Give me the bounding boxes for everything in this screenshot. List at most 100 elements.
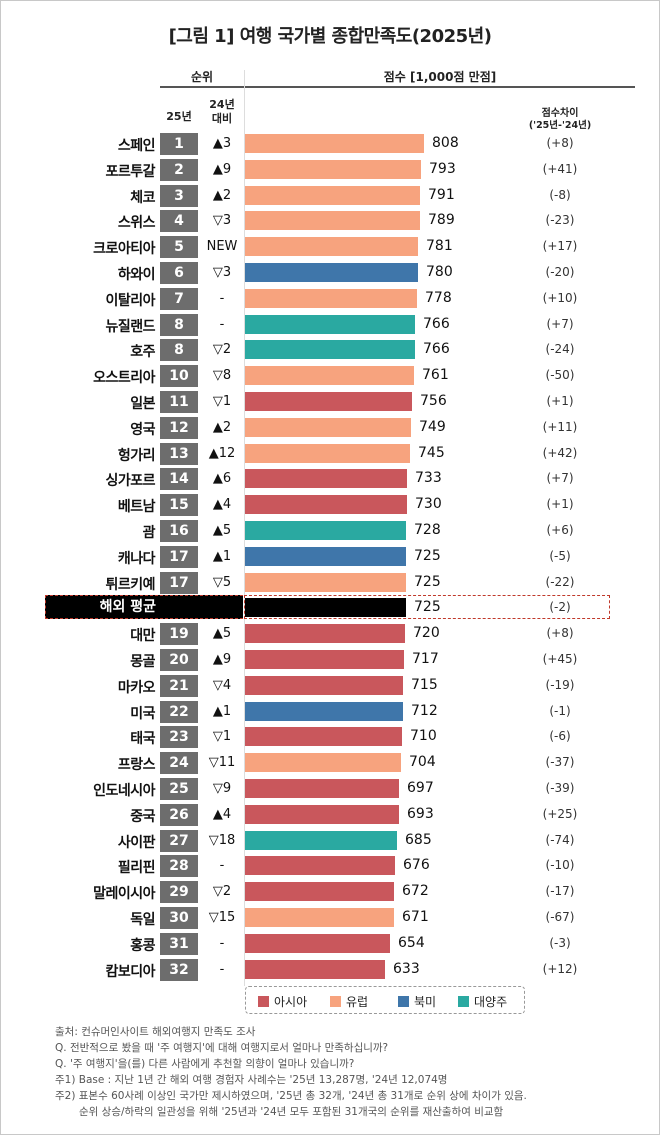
rank-change: ▲4 bbox=[212, 807, 232, 822]
rank-badge: 5 bbox=[160, 236, 198, 258]
rank-badge: 25 bbox=[160, 778, 198, 800]
rank-change: - bbox=[219, 317, 225, 332]
rank-badge: 13 bbox=[160, 443, 198, 465]
score-diff: (-2) bbox=[549, 600, 571, 614]
score-label: 749 bbox=[419, 419, 446, 435]
score-diff: (+42) bbox=[542, 446, 578, 460]
legend-swatch-oceania bbox=[458, 996, 469, 1007]
score-label: 672 bbox=[402, 883, 429, 899]
note-question-1: Q. 전반적으로 봤을 때 '주 여행지'에 대해 여행지로서 얼마나 만족하십… bbox=[55, 1042, 389, 1054]
country-label: 오스트리아 bbox=[93, 370, 155, 386]
rank-change: ▲9 bbox=[212, 652, 232, 667]
score-label: 733 bbox=[415, 470, 442, 486]
legend-item-oceania: 대양주 bbox=[458, 993, 507, 1010]
score-bar bbox=[245, 211, 420, 230]
score-diff: (-50) bbox=[545, 368, 575, 382]
rank-header: 순위 bbox=[190, 70, 214, 84]
rank-badge: 10 bbox=[160, 365, 198, 387]
country-label: 호주 bbox=[130, 344, 155, 360]
note-2: 주2) 표본수 60사례 이상인 국가만 제시하였으며, '25년 총 32개,… bbox=[55, 1090, 527, 1102]
score-label: 671 bbox=[402, 909, 429, 925]
score-diff: (+25) bbox=[542, 807, 578, 821]
score-label: 715 bbox=[411, 677, 438, 693]
score-label: 778 bbox=[425, 290, 452, 306]
legend-item-europe: 유럽 bbox=[330, 993, 368, 1010]
rank-change: ▽2 bbox=[212, 342, 232, 357]
rank-change: - bbox=[219, 936, 225, 951]
score-bar bbox=[245, 650, 404, 669]
rank-change: ▲5 bbox=[212, 626, 232, 641]
score-label: 676 bbox=[403, 857, 430, 873]
rank-change: ▽8 bbox=[212, 368, 232, 383]
rank-badge: 12 bbox=[160, 417, 198, 439]
average-row-outline bbox=[244, 595, 610, 619]
rank-badge: 11 bbox=[160, 391, 198, 413]
score-bar bbox=[245, 289, 417, 308]
score-bar bbox=[245, 753, 401, 772]
country-label: 영국 bbox=[130, 422, 155, 438]
rank-badge: 4 bbox=[160, 210, 198, 232]
score-bar bbox=[245, 160, 421, 179]
score-label: 780 bbox=[426, 264, 453, 280]
score-label: 789 bbox=[428, 212, 455, 228]
score-diff: (-8) bbox=[549, 188, 571, 202]
score-bar bbox=[245, 186, 420, 205]
rank-badge: 27 bbox=[160, 830, 198, 852]
score-label: 633 bbox=[393, 961, 420, 977]
rank-change: ▽1 bbox=[212, 394, 232, 409]
rank-badge: 14 bbox=[160, 468, 198, 490]
rank-change: ▽11 bbox=[208, 755, 236, 770]
average-change-cell bbox=[200, 596, 243, 618]
score-diff: (+7) bbox=[546, 317, 574, 331]
rank-change: ▽1 bbox=[212, 729, 232, 744]
score-label: 685 bbox=[405, 832, 432, 848]
score-diff: (-19) bbox=[545, 678, 575, 692]
score-bar bbox=[245, 702, 403, 721]
score-bar bbox=[245, 263, 418, 282]
rank-badge: 28 bbox=[160, 855, 198, 877]
score-bar bbox=[245, 676, 403, 695]
score-diff: (+11) bbox=[542, 420, 578, 434]
score-label: 654 bbox=[398, 935, 425, 951]
country-label: 캐나다 bbox=[117, 551, 156, 567]
score-label: 697 bbox=[407, 780, 434, 796]
rank-header-line bbox=[160, 86, 244, 88]
score-label: 712 bbox=[411, 703, 438, 719]
country-label: 하와이 bbox=[117, 267, 156, 283]
score-bar bbox=[245, 908, 394, 927]
legend-item-asia: 아시아 bbox=[258, 993, 307, 1010]
score-bar bbox=[245, 521, 406, 540]
legend-label-oceania: 대양주 bbox=[474, 995, 508, 1009]
note-2-continued: 순위 상승/하락의 일관성을 위해 '25년과 '24년 모두 포함된 31개국… bbox=[79, 1106, 504, 1118]
average-label: 해외 평균 bbox=[99, 599, 156, 615]
score-bar bbox=[245, 315, 415, 334]
legend-item-north-america: 북미 bbox=[398, 993, 436, 1010]
rank-badge: 15 bbox=[160, 494, 198, 516]
country-label: 캄보디아 bbox=[105, 964, 155, 980]
rank-change: ▲4 bbox=[212, 497, 232, 512]
score-label: 717 bbox=[412, 651, 439, 667]
rank-badge: 24 bbox=[160, 752, 198, 774]
rank-badge: 1 bbox=[160, 133, 198, 155]
score-bar bbox=[245, 624, 405, 643]
score-bar bbox=[245, 727, 402, 746]
country-label: 베트남 bbox=[117, 499, 156, 515]
rank-change: - bbox=[219, 858, 225, 873]
score-diff: (+17) bbox=[542, 239, 578, 253]
score-label: 704 bbox=[409, 754, 436, 770]
country-label: 헝가리 bbox=[117, 448, 156, 464]
score-bar bbox=[245, 444, 410, 463]
country-label: 사이판 bbox=[117, 835, 156, 851]
score-label: 725 bbox=[414, 574, 441, 590]
score-diff: (-5) bbox=[549, 549, 571, 563]
score-label: 808 bbox=[432, 135, 459, 151]
score-label: 781 bbox=[426, 238, 453, 254]
rank-change: ▲9 bbox=[212, 162, 232, 177]
rank-change: ▲1 bbox=[212, 704, 232, 719]
score-bar bbox=[245, 805, 399, 824]
country-label: 스위스 bbox=[117, 215, 156, 231]
score-label: 730 bbox=[415, 496, 442, 512]
score-bar bbox=[245, 882, 394, 901]
score-diff: (-22) bbox=[545, 575, 575, 589]
score-label: 761 bbox=[422, 367, 449, 383]
